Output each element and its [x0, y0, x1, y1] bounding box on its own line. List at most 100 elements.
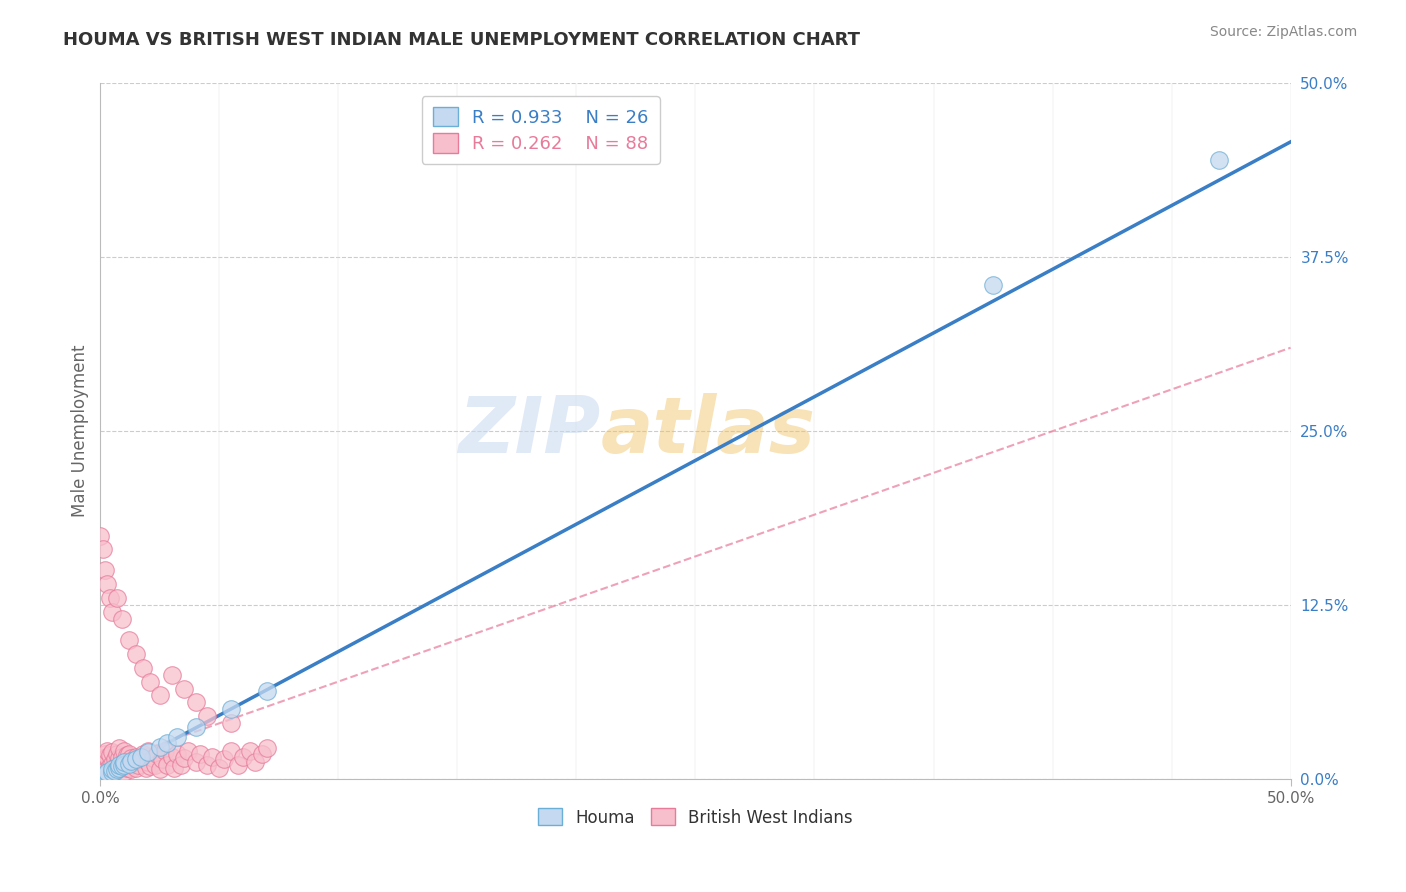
Point [208, 761, 231, 775]
Point [101, 764, 124, 779]
Point [184, 721, 207, 735]
Point [108, 751, 131, 765]
Point [125, 761, 148, 775]
Point [104, 752, 127, 766]
Text: Source: ZipAtlas.com: Source: ZipAtlas.com [1209, 25, 1357, 39]
Point [228, 758, 250, 772]
Point [981, 278, 1004, 293]
Point [91, 542, 114, 557]
Point [160, 667, 183, 681]
Point [94, 563, 117, 577]
Point [1208, 153, 1230, 167]
Point [184, 756, 207, 770]
Point [98, 591, 121, 606]
Point [108, 741, 131, 756]
Legend: Houma, British West Indians: Houma, British West Indians [531, 802, 859, 833]
Point [118, 758, 141, 772]
Point [96, 762, 118, 776]
Point [153, 744, 176, 758]
Point [256, 684, 278, 698]
Point [173, 681, 195, 696]
Point [101, 756, 124, 771]
Point [197, 758, 219, 772]
Point [232, 749, 254, 764]
Point [136, 746, 159, 760]
Point [89, 528, 111, 542]
Point [118, 747, 141, 761]
Point [219, 702, 242, 716]
Point [111, 612, 134, 626]
Point [256, 741, 278, 756]
Point [112, 756, 135, 770]
Point [170, 758, 193, 772]
Point [96, 744, 118, 758]
Point [149, 689, 172, 703]
Point [136, 756, 159, 770]
Point [135, 761, 157, 775]
Point [111, 758, 134, 772]
Point [125, 752, 148, 766]
Point [101, 746, 124, 760]
Point [96, 749, 118, 764]
Point [132, 747, 155, 761]
Point [112, 758, 135, 772]
Point [156, 758, 179, 772]
Point [94, 747, 117, 761]
Point [112, 756, 135, 770]
Point [104, 764, 127, 778]
Point [105, 758, 128, 772]
Point [127, 758, 149, 772]
Point [166, 730, 188, 744]
Text: ZIP: ZIP [458, 393, 600, 469]
Text: atlas: atlas [600, 393, 815, 469]
Point [112, 764, 135, 779]
Point [201, 749, 224, 764]
Point [94, 764, 117, 778]
Point [132, 660, 155, 674]
Point [252, 747, 274, 761]
Point [94, 754, 117, 768]
Point [184, 695, 207, 709]
Point [156, 736, 179, 750]
Point [118, 756, 141, 771]
Point [118, 632, 141, 647]
Text: HOUMA VS BRITISH WEST INDIAN MALE UNEMPLOYMENT CORRELATION CHART: HOUMA VS BRITISH WEST INDIAN MALE UNEMPL… [63, 31, 860, 49]
Point [91, 769, 114, 783]
Point [115, 761, 138, 775]
Point [212, 752, 235, 766]
Point [166, 747, 188, 761]
Point [105, 762, 128, 776]
Point [243, 756, 266, 770]
Point [149, 739, 172, 754]
Point [111, 759, 134, 773]
Point [94, 768, 117, 782]
Point [111, 749, 134, 764]
Point [149, 762, 172, 776]
Point [136, 744, 159, 758]
Point [142, 751, 165, 765]
Point [101, 764, 124, 779]
Point [105, 747, 128, 761]
Point [98, 748, 121, 763]
Point [120, 751, 142, 765]
Point [104, 761, 127, 775]
Point [219, 716, 242, 731]
Point [98, 759, 121, 773]
Point [150, 752, 173, 766]
Point [91, 751, 114, 765]
Point [125, 647, 148, 661]
Point [239, 744, 262, 758]
Point [146, 747, 169, 761]
Point [89, 764, 111, 779]
Point [89, 758, 111, 772]
Point [91, 761, 114, 775]
Point [197, 709, 219, 723]
Point [188, 747, 211, 761]
Point [177, 744, 200, 758]
Point [139, 759, 162, 773]
Point [115, 748, 138, 763]
Point [143, 758, 166, 772]
Point [105, 591, 128, 606]
Point [120, 754, 142, 768]
Point [160, 749, 183, 764]
